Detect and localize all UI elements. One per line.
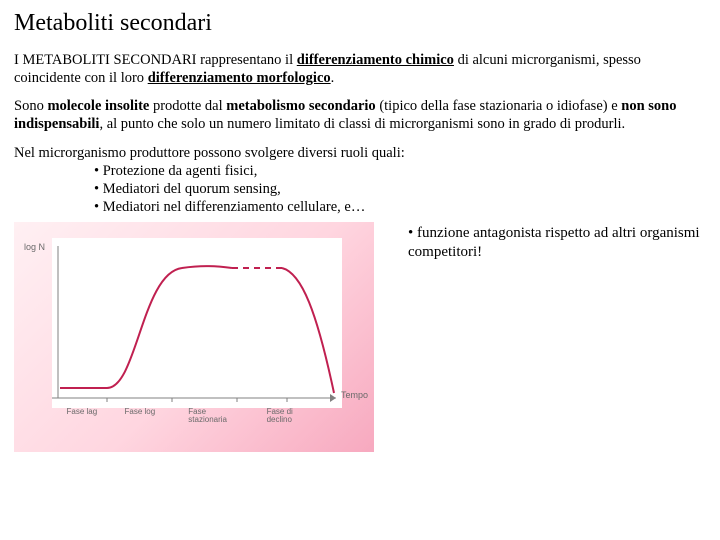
chart-x-label: Tempo — [341, 390, 368, 400]
side-bullet: • funzione antagonista rispetto ad altri… — [408, 224, 706, 262]
p2-t2: molecole insolite — [47, 98, 149, 114]
paragraph-3: Nel microrganismo produttore possono svo… — [14, 144, 706, 162]
x-axis-arrow — [330, 394, 336, 402]
chart-plot-area — [52, 238, 342, 408]
phase-stationary: Fase stazionaria — [188, 408, 227, 424]
bullet-2: • Mediatori del quorum sensing, — [94, 180, 706, 198]
p1-t1: I METABOLITI SECONDARI rappresentano il — [14, 52, 297, 68]
phase-decline: Fase di declino — [267, 408, 293, 424]
chart-svg — [52, 238, 342, 408]
paragraph-2: Sono molecole insolite prodotte dal meta… — [14, 97, 706, 133]
growth-curve-chart: log N Tempo Fase lag Fase log — [14, 222, 374, 452]
chart-phase-labels: Fase lag Fase log Fase stazionaria Fase … — [52, 408, 342, 434]
curve-decline — [282, 268, 334, 393]
p2-t5: (tipico della fase stazionaria o idiofas… — [376, 98, 622, 114]
p2-t4: metabolismo secondario — [226, 98, 375, 114]
p2-t7: , al punto che solo un numero limitato d… — [99, 116, 625, 132]
p1-t5: . — [331, 70, 335, 86]
phase-lag: Fase lag — [67, 408, 98, 416]
paragraph-1: I METABOLITI SECONDARI rappresentano il … — [14, 51, 706, 87]
curve-rise — [60, 266, 232, 388]
bullet-1: • Protezione da agenti fisici, — [94, 162, 706, 180]
bullet-3: • Mediatori nel differenziamento cellula… — [94, 198, 706, 216]
phase-log: Fase log — [125, 408, 156, 416]
p2-t3: prodotte dal — [149, 98, 226, 114]
chart-y-label: log N — [24, 242, 45, 252]
p1-t4: differenziamento morfologico — [148, 70, 331, 86]
p2-t1: Sono — [14, 98, 47, 114]
bullet-list: • Protezione da agenti fisici, • Mediato… — [94, 162, 706, 216]
p1-t2: differenziamento chimico — [297, 52, 454, 68]
page-title: Metaboliti secondari — [14, 10, 706, 37]
